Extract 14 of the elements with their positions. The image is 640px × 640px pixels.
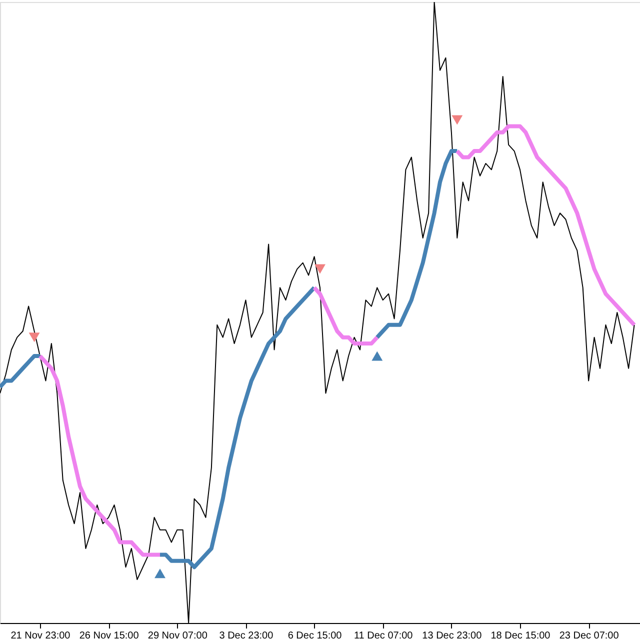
point	[28, 332, 40, 342]
x-tick-label: 11 Dec 07:00	[354, 630, 414, 640]
point	[372, 351, 383, 361]
x-tick-label: 18 Dec 15:00	[490, 630, 551, 640]
point	[452, 115, 463, 125]
x-tick-label: 29 Nov 07:00	[148, 630, 208, 640]
point	[154, 568, 166, 578]
x-tick-label: 26 Nov 15:00	[79, 630, 140, 640]
x-tick-label: 6 Dec 15:00	[288, 630, 342, 640]
x-tick-label: 3 Dec 23:00	[219, 630, 274, 640]
point	[314, 264, 326, 274]
x-tick-label: 21 Nov 23:00	[10, 630, 71, 640]
x-tick-label: 13 Dec 23:00	[422, 630, 482, 640]
x-tick-label: 23 Dec 07:00	[559, 630, 620, 640]
